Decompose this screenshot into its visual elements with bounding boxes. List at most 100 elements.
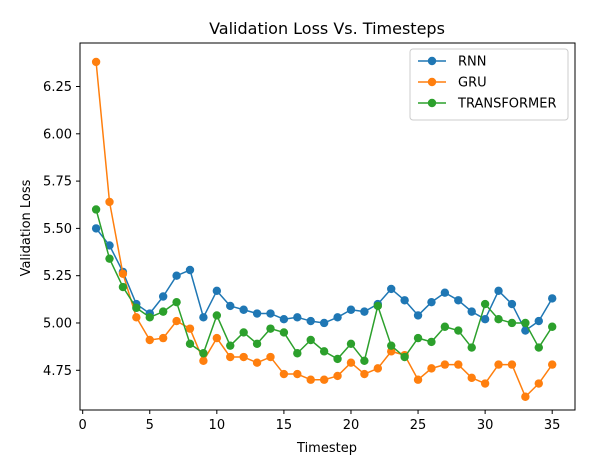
data-point-gru bbox=[226, 352, 235, 362]
data-point-transformer bbox=[427, 337, 436, 347]
data-point-gru bbox=[467, 373, 476, 383]
legend-box bbox=[409, 48, 569, 121]
y-tick-label: 6.00 bbox=[43, 127, 72, 142]
data-point-transformer bbox=[158, 307, 168, 316]
data-point-rnn bbox=[467, 307, 476, 316]
data-point-rnn bbox=[534, 316, 543, 326]
data-point-gru bbox=[132, 313, 141, 322]
x-tick-label: 25 bbox=[410, 418, 427, 433]
x-tick-label: 30 bbox=[477, 418, 494, 433]
data-point-rnn bbox=[346, 305, 356, 314]
y-tick-label: 5.50 bbox=[43, 222, 72, 237]
data-point-rnn bbox=[507, 299, 517, 309]
data-point-gru bbox=[373, 364, 382, 373]
plot-area: 0 5 10 15 20 25 30 35 4.75 5.00 5.25 5.50 5.75 6.00 6.… bbox=[43, 42, 576, 433]
series-rnn bbox=[91, 224, 557, 335]
data-point-transformer bbox=[360, 356, 369, 366]
data-point-gru bbox=[440, 360, 450, 369]
data-point-gru bbox=[427, 364, 436, 373]
data-point-transformer bbox=[387, 341, 396, 350]
data-point-rnn bbox=[440, 288, 450, 297]
data-point-transformer bbox=[172, 297, 181, 307]
data-point-rnn bbox=[454, 296, 463, 305]
data-point-transformer bbox=[105, 254, 114, 263]
legend-marker bbox=[427, 77, 437, 87]
chart-title: Validation Loss Vs. Timesteps bbox=[209, 19, 445, 38]
data-point-gru bbox=[548, 360, 557, 369]
data-point-transformer bbox=[91, 205, 101, 214]
data-point-rnn bbox=[494, 286, 503, 296]
x-tick-label: 35 bbox=[544, 418, 561, 433]
y-axis: 4.75 5.00 5.25 5.50 5.75 6.00 6.25 bbox=[43, 80, 80, 379]
data-point-gru bbox=[346, 358, 356, 367]
data-point-rnn bbox=[279, 315, 289, 324]
legend-marker bbox=[427, 98, 437, 108]
data-point-transformer bbox=[333, 354, 342, 364]
data-point-rnn bbox=[413, 311, 423, 320]
data-point-rnn bbox=[387, 284, 396, 294]
data-point-gru bbox=[494, 360, 503, 369]
data-point-rnn bbox=[158, 292, 168, 301]
data-point-transformer bbox=[534, 343, 543, 352]
data-point-rnn bbox=[105, 241, 114, 250]
x-axis-label: Timestep bbox=[296, 441, 357, 456]
data-point-transformer bbox=[185, 339, 195, 348]
data-point-transformer bbox=[199, 349, 208, 358]
series-transformer bbox=[91, 205, 557, 366]
data-point-rnn bbox=[360, 307, 369, 316]
data-point-rnn bbox=[212, 286, 222, 296]
legend-label: TRANSFORMER bbox=[457, 97, 557, 112]
data-point-rnn bbox=[226, 301, 235, 311]
data-point-gru bbox=[507, 360, 517, 369]
y-tick-label: 5.00 bbox=[43, 316, 72, 331]
x-tick-label: 20 bbox=[343, 418, 360, 433]
data-point-gru bbox=[360, 369, 369, 379]
data-point-gru bbox=[105, 197, 114, 207]
data-point-transformer bbox=[145, 313, 154, 322]
data-point-rnn bbox=[266, 309, 275, 318]
y-tick-label: 6.25 bbox=[43, 80, 72, 95]
data-point-transformer bbox=[521, 318, 530, 328]
data-point-transformer bbox=[239, 328, 248, 337]
data-point-gru bbox=[118, 269, 128, 278]
data-point-transformer bbox=[266, 324, 275, 333]
data-point-rnn bbox=[480, 315, 490, 324]
data-point-rnn bbox=[239, 305, 248, 314]
data-point-transformer bbox=[548, 322, 557, 331]
data-point-gru bbox=[454, 360, 463, 369]
data-point-rnn bbox=[199, 313, 208, 322]
legend-marker bbox=[427, 56, 437, 66]
x-tick-label: 10 bbox=[209, 418, 226, 433]
data-point-transformer bbox=[252, 339, 262, 348]
data-point-rnn bbox=[172, 271, 181, 280]
data-point-transformer bbox=[467, 343, 476, 352]
y-tick-label: 4.75 bbox=[43, 364, 72, 379]
legend-item-gru: GRU bbox=[418, 76, 487, 91]
legend-item-transformer: TRANSFORMER bbox=[418, 97, 557, 112]
data-point-gru bbox=[521, 392, 530, 401]
axes-frame bbox=[79, 42, 576, 411]
data-point-transformer bbox=[118, 282, 128, 292]
y-axis-label: Validation Loss bbox=[19, 179, 34, 276]
data-point-gru bbox=[534, 379, 543, 388]
data-point-gru bbox=[266, 352, 275, 362]
data-point-transformer bbox=[373, 301, 382, 311]
data-point-gru bbox=[480, 379, 490, 388]
data-point-gru bbox=[172, 316, 181, 326]
data-point-gru bbox=[333, 371, 342, 381]
data-point-gru bbox=[279, 369, 289, 379]
data-point-transformer bbox=[400, 352, 409, 362]
data-point-rnn bbox=[185, 265, 195, 275]
data-point-transformer bbox=[293, 349, 302, 358]
data-point-transformer bbox=[454, 326, 463, 335]
data-point-gru bbox=[91, 57, 101, 67]
x-axis: 0 5 10 15 20 25 30 35 bbox=[79, 410, 561, 433]
x-tick-label: 0 bbox=[79, 418, 87, 433]
data-point-gru bbox=[199, 356, 208, 366]
data-point-rnn bbox=[91, 224, 101, 233]
data-point-gru bbox=[158, 333, 168, 343]
series-gru bbox=[91, 57, 557, 401]
data-point-transformer bbox=[306, 335, 315, 345]
legend: RNN GRU TRANSFORMER bbox=[409, 48, 569, 121]
